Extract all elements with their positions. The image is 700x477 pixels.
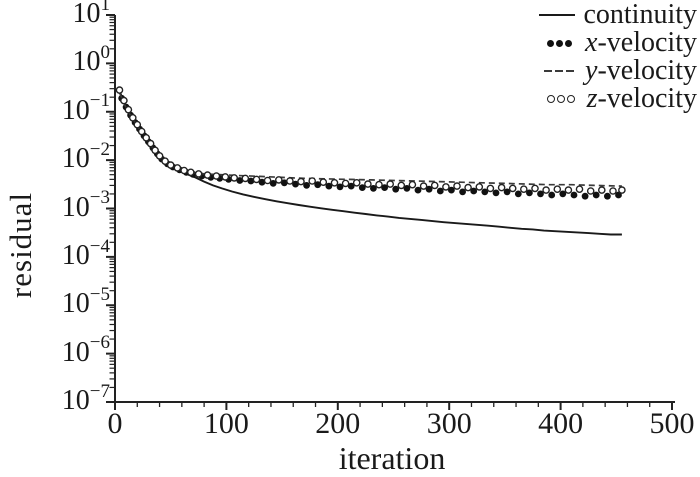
x-axis-ticks bbox=[114, 402, 673, 410]
legend-item-continuity: continuity bbox=[537, 1, 697, 29]
y-tick-label: 100 bbox=[72, 42, 111, 78]
y-tick-label: 10−6 bbox=[61, 332, 110, 368]
x-tick-label: 400 bbox=[538, 407, 584, 440]
y-tick-label: 10−5 bbox=[61, 283, 110, 320]
legend-item-x: x-velocity bbox=[537, 29, 697, 57]
legend-item-label: y-velocity bbox=[585, 55, 697, 86]
y-tick-label: 10−7 bbox=[61, 380, 110, 416]
x-tick-label: 300 bbox=[426, 407, 472, 440]
legend-item-label: continuity bbox=[583, 0, 697, 30]
x-tick-label: 0 bbox=[107, 407, 123, 440]
filled-dots-swatch bbox=[539, 39, 579, 47]
y-tick-label: 10−1 bbox=[61, 90, 110, 126]
x-tick-label: 100 bbox=[203, 407, 249, 440]
legend-item-z: z-velocity bbox=[537, 85, 697, 113]
y-axis-ticks bbox=[106, 14, 115, 403]
y-tick-label: 101 bbox=[72, 0, 111, 29]
open-circles-swatch bbox=[541, 95, 581, 103]
x-axis-title: iteration bbox=[338, 440, 446, 476]
solid-line-swatch bbox=[537, 14, 577, 16]
legend-item-label: x-velocity bbox=[585, 27, 697, 58]
legend-item-label: z-velocity bbox=[586, 83, 697, 114]
legend: continuity x-velocity y-velocity z-velocity bbox=[537, 1, 697, 113]
legend-item-y: y-velocity bbox=[537, 57, 697, 85]
series-z-velocity bbox=[115, 86, 626, 195]
x-tick-label: 200 bbox=[315, 407, 361, 440]
y-tick-label: 10−4 bbox=[61, 235, 110, 271]
y-tick-label: 10−2 bbox=[61, 138, 110, 175]
dashed-line-swatch bbox=[539, 70, 579, 72]
y-tick-label: 10−3 bbox=[61, 187, 110, 223]
x-tick-label: 500 bbox=[649, 407, 695, 440]
